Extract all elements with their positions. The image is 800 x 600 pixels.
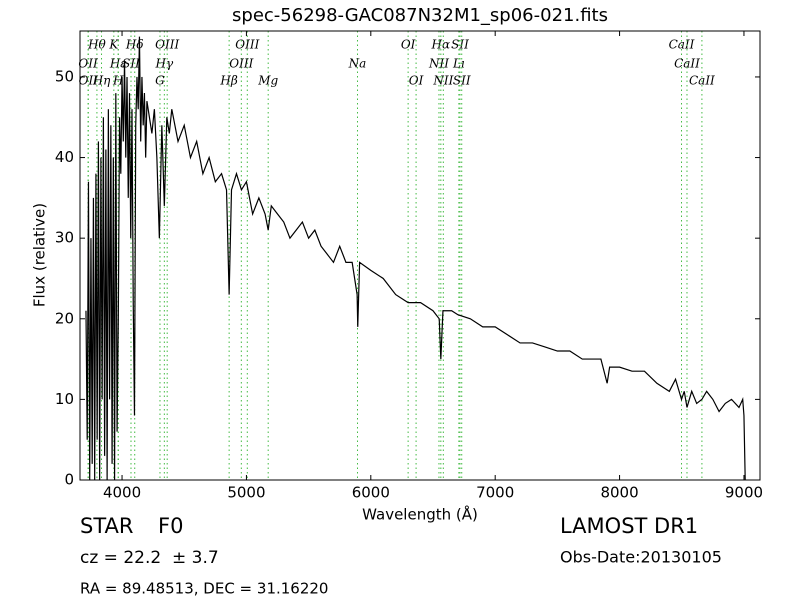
spectral-line-label: SII (451, 38, 469, 52)
spectral-line-label: Hβ (219, 74, 237, 88)
plot-frame (79, 30, 761, 481)
spectral-line-label: G (155, 74, 165, 88)
coordinates: RA = 89.48513, DEC = 31.16220 (80, 580, 328, 598)
y-tick-label: 10 (55, 390, 74, 408)
y-tick-label: 50 (55, 67, 74, 85)
spectral-line-label: OIII (235, 38, 259, 52)
y-tick-label: 20 (55, 309, 74, 327)
spectral-line-label: Hγ (155, 57, 174, 71)
spectral-line-label: CaII (674, 57, 700, 71)
spectral-line-label: Hδ (125, 38, 144, 52)
spectral-line-label: NII (432, 74, 453, 88)
subclass: F0 (158, 514, 183, 538)
spectral-line-label: OIII (155, 38, 179, 52)
spectral-line-label: NII (428, 57, 449, 71)
spectral-line-label: Hα (431, 38, 451, 52)
spectral-line-label: Hη (92, 74, 111, 88)
x-tick-label: 9000 (725, 484, 763, 502)
x-axis-label: Wavelength (Å) (362, 505, 478, 524)
chart-title: spec-56298-GAC087N32M1_sp06-021.fits (232, 5, 608, 26)
x-tick-label: 7000 (476, 484, 514, 502)
spectral-line-label: CaII (669, 38, 695, 52)
redshift: cz = 22.2 ± 3.7 (80, 548, 219, 568)
x-tick-label: 8000 (600, 484, 638, 502)
obs-date: Obs-Date:20130105 (560, 548, 722, 567)
spectral-line-label: Na (348, 57, 367, 71)
spectral-line-label: Mg (257, 74, 278, 88)
x-tick-label: 4000 (103, 484, 141, 502)
spectral-line-label: SII (453, 74, 471, 88)
object-class: STAR (80, 514, 133, 538)
spectral-line-label: OI (401, 38, 416, 52)
y-axis-label: Flux (relative) (31, 203, 49, 307)
spectral-line-label: SII (122, 57, 140, 71)
spectral-line-label: K (108, 38, 119, 52)
spectral-line-label: H (112, 74, 124, 88)
x-tick-label: 6000 (352, 484, 390, 502)
x-tick-label: 5000 (227, 484, 265, 502)
spectral-line-label: CaII (689, 74, 715, 88)
spectral-line-label: OI (409, 74, 424, 88)
spectral-line-label: Lı (452, 57, 465, 71)
spectral-line-label: Hθ (87, 38, 106, 52)
survey: LAMOST DR1 (560, 514, 698, 538)
y-tick-label: 30 (55, 229, 74, 247)
y-tick-label: 40 (55, 148, 74, 166)
spectrum (85, 36, 746, 480)
y-tick-label: 0 (64, 471, 74, 489)
spectral-line-label: OIII (229, 57, 253, 71)
